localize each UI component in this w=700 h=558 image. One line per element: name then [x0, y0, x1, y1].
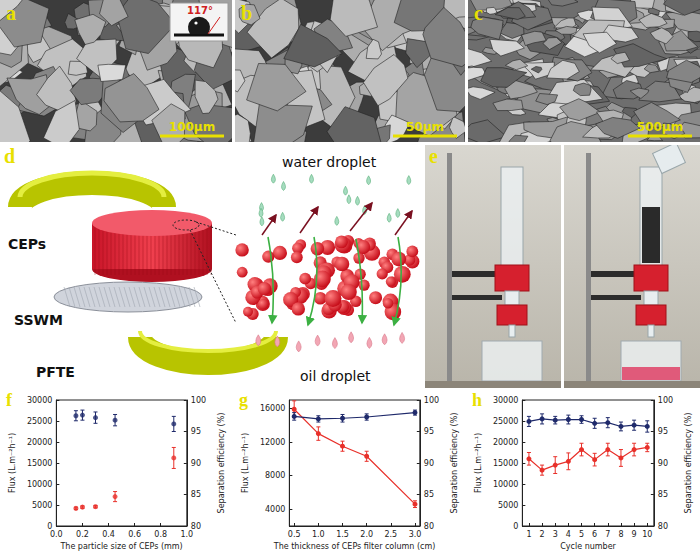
svg-text:b: b	[241, 2, 252, 24]
svg-text:0.4: 0.4	[102, 530, 115, 539]
svg-text:SSWM: SSWM	[14, 312, 63, 328]
svg-text:85: 85	[191, 490, 201, 499]
svg-text:0: 0	[513, 522, 518, 531]
svg-text:16000: 16000	[260, 404, 285, 413]
svg-text:3.0: 3.0	[409, 530, 422, 539]
svg-text:80: 80	[658, 522, 668, 531]
svg-text:2.0: 2.0	[360, 530, 373, 539]
svg-text:Flux (L.m⁻²h⁻¹): Flux (L.m⁻²h⁻¹)	[241, 433, 250, 493]
svg-text:20000: 20000	[27, 438, 52, 447]
svg-text:30000: 30000	[27, 396, 52, 405]
svg-text:95: 95	[658, 427, 668, 436]
svg-text:8: 8	[618, 530, 623, 539]
svg-text:30000: 30000	[493, 396, 518, 405]
svg-text:4000: 4000	[265, 505, 285, 514]
svg-text:c: c	[474, 2, 483, 24]
svg-text:90: 90	[191, 459, 201, 468]
svg-text:15000: 15000	[493, 459, 518, 468]
svg-text:0.5: 0.5	[288, 530, 301, 539]
svg-text:5000: 5000	[32, 501, 52, 510]
svg-text:4: 4	[566, 530, 571, 539]
svg-text:1: 1	[526, 530, 531, 539]
svg-text:Separation efficiency (%): Separation efficiency (%)	[217, 413, 226, 514]
svg-text:85: 85	[658, 490, 668, 499]
svg-text:500μm: 500μm	[637, 120, 683, 134]
svg-text:0.2: 0.2	[76, 530, 89, 539]
svg-text:h: h	[472, 390, 482, 410]
svg-text:PFTE: PFTE	[36, 364, 75, 380]
svg-text:100: 100	[658, 396, 673, 405]
svg-text:oil droplet: oil droplet	[300, 368, 371, 384]
svg-text:95: 95	[191, 427, 201, 436]
svg-text:g: g	[239, 390, 248, 410]
svg-text:Flux (L.m⁻²h⁻¹): Flux (L.m⁻²h⁻¹)	[8, 433, 17, 493]
svg-text:d: d	[4, 145, 15, 167]
svg-text:20000: 20000	[493, 438, 518, 447]
svg-text:5000: 5000	[498, 501, 518, 510]
svg-text:15000: 15000	[27, 459, 52, 468]
svg-text:117°: 117°	[187, 5, 213, 16]
svg-text:CEPs: CEPs	[8, 236, 46, 252]
svg-text:5: 5	[579, 530, 584, 539]
svg-text:95: 95	[424, 427, 434, 436]
svg-text:80: 80	[190, 521, 201, 531]
svg-text:7: 7	[605, 530, 610, 539]
svg-text:0.0: 0.0	[50, 530, 63, 539]
svg-text:8000: 8000	[265, 471, 285, 480]
svg-text:90: 90	[424, 459, 434, 468]
svg-text:2: 2	[540, 530, 545, 539]
svg-text:The particle size of CEPs (mm): The particle size of CEPs (mm)	[59, 542, 182, 551]
svg-text:2.5: 2.5	[384, 530, 397, 539]
svg-text:10000: 10000	[27, 480, 52, 489]
svg-text:a: a	[6, 2, 16, 24]
svg-text:1.0: 1.0	[312, 530, 325, 539]
svg-text:Separation efficiency (%): Separation efficiency (%)	[450, 413, 459, 514]
svg-text:Separation efficiency (%): Separation efficiency (%)	[684, 413, 693, 514]
svg-text:Cycle number: Cycle number	[560, 542, 616, 551]
svg-text:100: 100	[191, 396, 206, 405]
svg-text:80: 80	[424, 522, 434, 531]
svg-text:10000: 10000	[493, 480, 518, 489]
svg-text:water droplet: water droplet	[282, 154, 377, 170]
svg-text:1.0: 1.0	[180, 530, 193, 539]
svg-text:85: 85	[424, 490, 434, 499]
svg-text:25000: 25000	[493, 417, 518, 426]
svg-text:0.6: 0.6	[128, 530, 141, 539]
svg-text:25000: 25000	[27, 417, 52, 426]
svg-text:100μm: 100μm	[169, 120, 215, 134]
svg-text:10: 10	[642, 530, 652, 539]
svg-text:90: 90	[658, 459, 668, 468]
svg-text:e: e	[429, 145, 438, 167]
svg-text:0: 0	[47, 521, 53, 531]
svg-text:Flux (L.m⁻²h⁻¹): Flux (L.m⁻²h⁻¹)	[474, 433, 483, 493]
svg-text:6: 6	[592, 530, 597, 539]
svg-text:100: 100	[424, 396, 439, 405]
svg-text:0.8: 0.8	[154, 530, 167, 539]
svg-text:3: 3	[553, 530, 558, 539]
svg-text:12000: 12000	[260, 438, 285, 447]
svg-text:9: 9	[632, 530, 637, 539]
svg-text:50μm: 50μm	[406, 120, 444, 134]
svg-text:The thickness of CEPs filter c: The thickness of CEPs filter column (cm)	[273, 542, 436, 551]
svg-text:1.5: 1.5	[336, 530, 349, 539]
svg-text:f: f	[6, 390, 13, 410]
